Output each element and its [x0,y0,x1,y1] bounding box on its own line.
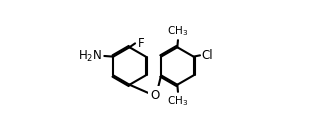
Text: CH$_3$: CH$_3$ [167,94,188,108]
Text: F: F [138,37,145,50]
Text: CH$_3$: CH$_3$ [167,24,188,38]
Text: O: O [150,89,159,102]
Text: Cl: Cl [201,49,213,62]
Text: H$_2$N: H$_2$N [78,48,102,63]
